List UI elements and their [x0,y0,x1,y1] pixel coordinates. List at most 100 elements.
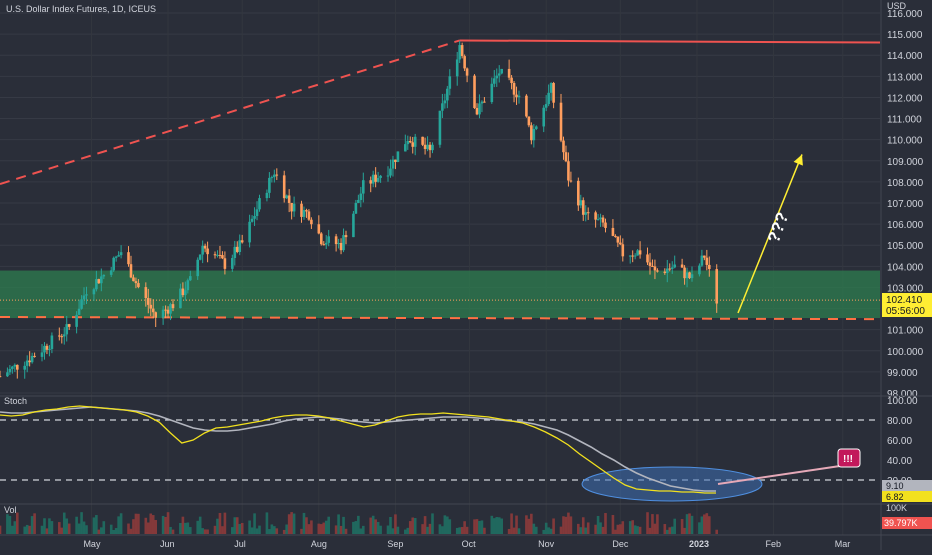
volume-bar [186,522,190,534]
volume-bar [322,522,326,534]
candle-body [290,202,293,212]
candle-body [463,56,466,69]
volume-bar [421,524,424,534]
volume-bar [0,525,2,534]
volume-bar [698,522,701,534]
candle-body [129,264,133,278]
candle-body [374,174,377,182]
time-tick-label: Nov [538,539,555,549]
volume-bar [646,512,649,534]
volume-bar [300,528,303,534]
volume-bar [648,527,652,534]
candle-body [431,144,434,151]
volume-bar [23,526,27,534]
candle-body [500,68,503,74]
candle-body [28,360,31,363]
candle-body [552,83,555,103]
candle-body [389,168,392,176]
candle-body [633,255,637,257]
candle-body [144,287,148,299]
volume-bar [255,528,259,534]
volume-bar [651,514,654,534]
volume-bar [552,518,555,534]
volume-bar [324,520,328,534]
last-price-box [882,293,932,317]
volume-bar [495,517,499,534]
candle-body [656,270,659,272]
volume-bar [149,513,153,534]
volume-bar [460,527,464,534]
candle-body [708,264,711,270]
candle-body [362,180,365,194]
volume-bar [270,524,274,534]
volume-value: 39.797K [884,518,918,528]
candle-body [542,107,546,127]
candle-body [443,100,447,104]
volume-bar [700,516,704,534]
volume-bar [119,513,123,534]
volume-bar [631,520,634,534]
candle-body [525,95,528,117]
volume-bar [50,521,54,534]
candle-body [137,283,140,288]
candle-body [376,177,380,182]
demand-zone [0,270,880,319]
volume-bar [287,514,291,534]
volume-bar [250,527,254,534]
candle-body [62,334,66,337]
volume-bar [438,524,442,534]
candle-body [25,360,29,366]
volume-bar [213,525,217,534]
volume-bar [389,516,392,534]
volume-bar [685,514,689,534]
candle-body [102,274,106,277]
volume-bar [231,527,234,534]
volume-bar [507,528,511,534]
volume-bar [97,529,101,534]
candle-body [455,59,459,77]
candle-body [621,244,625,257]
volume-bar [604,513,607,534]
candle-body [248,221,251,243]
candle-body [371,174,375,184]
candle-body [198,254,202,260]
volume-bar [653,523,657,534]
volume-bar [48,518,51,534]
volume-bar [376,521,380,534]
volume-bar [638,526,642,534]
candle-body [45,345,49,350]
volume-bar [290,512,293,534]
candle-body [530,125,533,141]
volume-bar [112,529,115,534]
price-tick-label: 108.000 [887,178,924,189]
volume-bar [611,515,615,534]
candle-body [611,227,615,236]
candle-body [184,290,187,296]
volume-bar [169,526,172,534]
volume-bar [77,523,81,534]
price-axis: USD 116.000 115.000 114.000 113.000 112.000 1… [887,1,924,400]
volume-bar [179,522,182,534]
last-price-label: 102.410 [886,295,923,306]
candle-body [179,288,182,309]
volume-bar [268,529,271,534]
candle-body [307,211,311,220]
volume-bar [223,512,227,534]
volume-bar [497,517,501,534]
candle-body [77,308,81,315]
volume-bar [465,526,469,534]
volume-bar [512,527,516,534]
volume-bar [690,515,694,534]
volume-bar [426,526,429,534]
candle-body [490,83,494,103]
volume-bar [196,520,200,534]
volume-bar [542,529,546,534]
volume-bar [428,523,432,534]
candle-body [413,136,417,147]
candle-body [149,304,153,309]
candle-body [16,364,19,370]
oversold-highlight [581,466,763,502]
volume-bar [33,513,36,534]
price-tick-label: 106.000 [887,220,924,231]
